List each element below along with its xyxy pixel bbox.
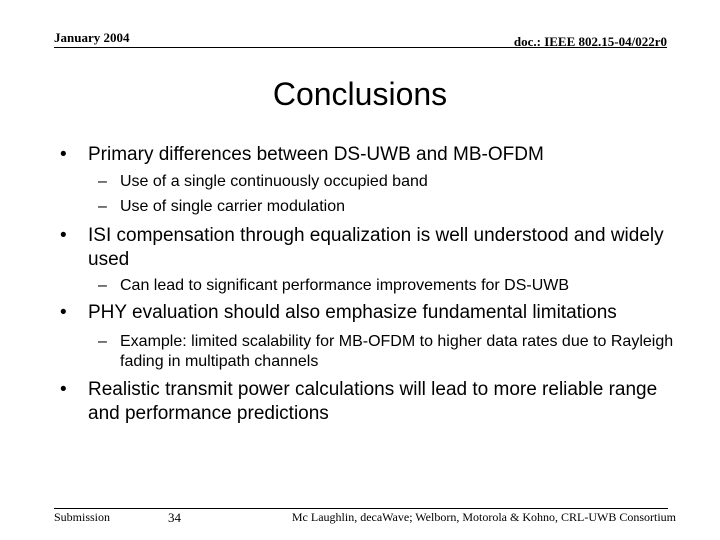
bullet-text: Primary differences between DS-UWB and M…: [88, 144, 544, 165]
sub-bullet-marker: –: [98, 333, 107, 350]
footer-authors: Mc Laughlin, decaWave; Welborn, Motorola…: [291, 510, 676, 524]
bullet-marker: •: [60, 225, 67, 246]
sub-bullet-text: Use of single carrier modulation: [120, 198, 345, 215]
sub-bullet-marker: –: [98, 198, 107, 215]
bullet-text: PHY evaluation should also emphasize fun…: [88, 302, 617, 323]
header-divider: [54, 47, 667, 48]
sub-bullet-2-1: – Can lead to significant performance im…: [98, 276, 678, 296]
bullet-4: • Realistic transmit power calculations …: [60, 378, 680, 426]
bullet-3: • PHY evaluation should also emphasize f…: [60, 301, 680, 325]
slide-title: Conclusions: [272, 76, 448, 112]
bullet-marker: •: [60, 144, 67, 165]
header-date: January 2004: [54, 30, 130, 45]
header-doc-id: doc.: IEEE 802.15-04/022r0: [513, 34, 667, 49]
bullet-1: • Primary differences between DS-UWB and…: [60, 143, 680, 167]
sub-bullet-text: Use of a single continuously occupied ba…: [120, 173, 428, 190]
bullet-2: • ISI compensation through equalization …: [60, 224, 680, 272]
bullet-text: ISI compensation through equalization is…: [88, 225, 664, 270]
sub-bullet-1-2: – Use of single carrier modulation: [98, 197, 678, 217]
footer-submission: Submission: [54, 510, 111, 524]
page-number: 34: [168, 510, 181, 525]
footer-divider: [54, 508, 668, 509]
bullet-marker: •: [60, 379, 67, 400]
sub-bullet-3-1: – Example: limited scalability for MB-OF…: [98, 332, 678, 372]
sub-bullet-text: Can lead to significant performance impr…: [120, 277, 570, 294]
sub-bullet-marker: –: [98, 277, 107, 294]
sub-bullet-marker: –: [98, 173, 107, 190]
bullet-marker: •: [60, 302, 67, 323]
sub-bullet-text: Example: limited scalability for MB-OFDM…: [120, 333, 674, 370]
bullet-text: Realistic transmit power calculations wi…: [88, 379, 658, 424]
sub-bullet-1-1: – Use of a single continuously occupied …: [98, 172, 678, 192]
